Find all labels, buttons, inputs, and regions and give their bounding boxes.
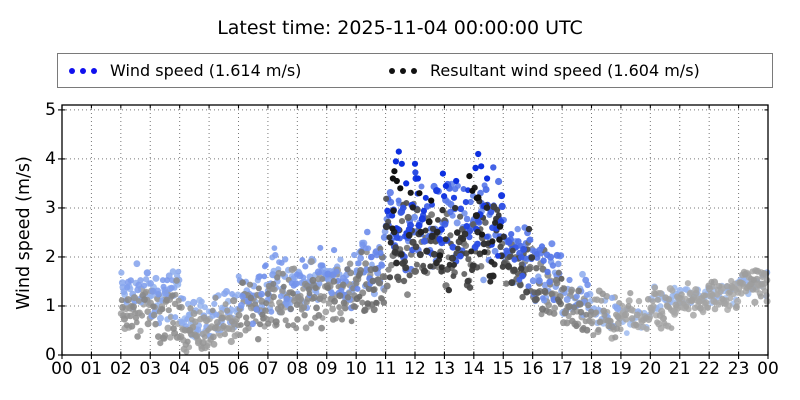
x-tick-label: 16	[521, 359, 544, 379]
x-tick-label: 07	[257, 359, 279, 379]
wind-speed-dots-icon	[69, 67, 97, 74]
x-tick-label: 19	[610, 359, 632, 379]
x-tick-label: 03	[139, 359, 162, 379]
y-tick-label: 1	[45, 295, 56, 316]
resultant-wind-speed-dots-icon	[389, 67, 417, 74]
y-tick-label: 4	[45, 148, 56, 169]
x-tick-label: 14	[463, 359, 485, 379]
x-tick-label: 23	[727, 359, 750, 379]
legend-label-resultant-wind-speed: Resultant wind speed (1.604 m/s)	[430, 61, 700, 80]
x-tick-label: 22	[698, 359, 720, 379]
y-tick-label: 2	[45, 246, 56, 267]
chart-title: Latest time: 2025-11-04 00:00:00 UTC	[217, 17, 583, 39]
x-tick-label: 17	[551, 359, 573, 379]
x-tick-label: 05	[198, 359, 220, 379]
x-tick-label: 02	[110, 359, 132, 379]
y-tick-label: 5	[45, 99, 56, 120]
x-tick-label: 00	[51, 359, 73, 379]
x-tick-label: 12	[404, 359, 426, 379]
x-tick-label: 21	[668, 359, 691, 379]
x-tick-label: 04	[168, 359, 191, 379]
x-tick-label: 01	[80, 359, 103, 379]
x-tick-label: 00	[757, 359, 779, 379]
y-tick-label: 0	[45, 345, 56, 365]
x-tick-label: 11	[374, 359, 397, 379]
legend-entry-wind-speed: Wind speed (1.614 m/s)	[69, 54, 301, 87]
x-tick-label: 06	[227, 359, 250, 379]
x-tick-label: 18	[580, 359, 603, 379]
x-tick-label: 20	[639, 359, 662, 379]
legend-label-wind-speed: Wind speed (1.614 m/s)	[110, 61, 302, 80]
x-tick-label: 10	[345, 359, 367, 379]
x-tick-label: 09	[315, 359, 338, 379]
y-tick-label: 3	[45, 197, 56, 218]
legend-entry-resultant-wind-speed: Resultant wind speed (1.604 m/s)	[389, 54, 700, 87]
x-tick-label: 15	[492, 359, 515, 379]
x-tick-label: 08	[286, 359, 309, 379]
x-tick-label: 13	[433, 359, 456, 379]
legend: Wind speed (1.614 m/s) Resultant wind sp…	[57, 53, 773, 88]
